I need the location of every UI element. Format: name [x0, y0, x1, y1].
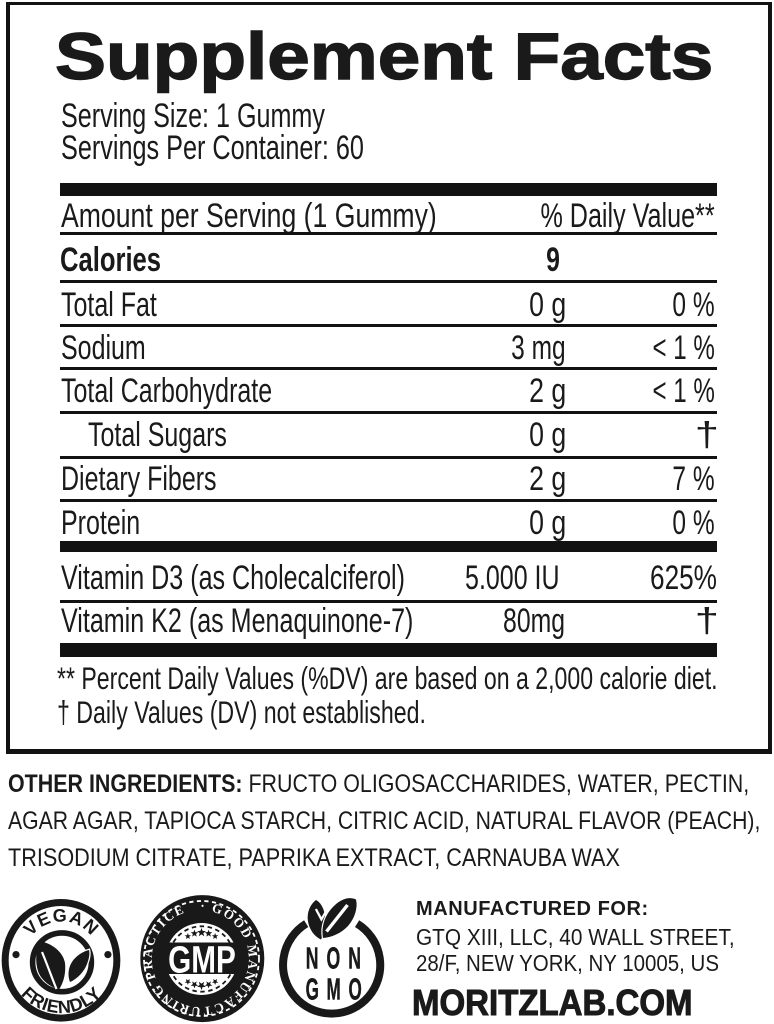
svg-text:NON: NON — [306, 942, 369, 976]
svg-text:GMO: GMO — [306, 972, 370, 1007]
svg-text:GMP: GMP — [168, 939, 236, 981]
